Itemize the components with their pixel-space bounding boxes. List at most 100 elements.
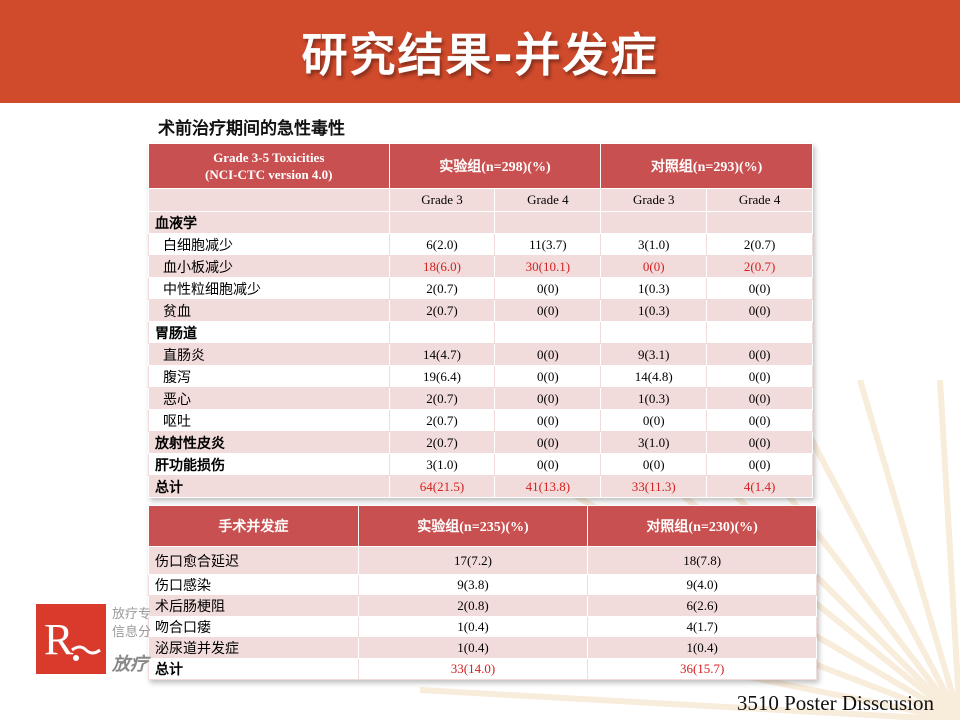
group2-header: 对照组(n=293)(%) <box>600 143 813 189</box>
table-row: 伤口愈合延迟 17(7.2) 18(7.8) <box>148 546 817 575</box>
cell-value <box>600 321 708 344</box>
cell-value: 1(0.4) <box>357 616 589 638</box>
logo-icon: R <box>44 615 101 664</box>
table-row: 血液学 <box>148 211 813 234</box>
cell-value: 19(6.4) <box>388 365 496 388</box>
table-row: 吻合口瘘 1(0.4) 4(1.7) <box>148 616 817 638</box>
cell-value: 17(7.2) <box>357 546 589 575</box>
cell-value: 0(0) <box>494 431 602 454</box>
svg-text:R: R <box>44 615 74 664</box>
table-row: 血小板减少 18(6.0) 30(10.1) 0(0) 2(0.7) <box>148 255 813 278</box>
grade-header-blank <box>148 188 390 212</box>
cell-value: 0(0) <box>706 409 813 432</box>
cell-value: 14(4.7) <box>388 343 496 366</box>
table-row: 呕吐 2(0.7) 0(0) 0(0) 0(0) <box>148 409 813 432</box>
toxicity-table-body: 血液学 白细胞减少 6(2.0) 11(3.7) 3(1.0) 2(0.7) 血小板减少 18… <box>148 211 813 498</box>
cell-value: 0(0) <box>706 431 813 454</box>
table-row: 肝功能损伤 3(1.0) 0(0) 0(0) 0(0) <box>148 453 813 476</box>
group1-header: 实验组(n=298)(%) <box>388 143 602 189</box>
cell-value: 9(3.8) <box>357 574 589 596</box>
cell-value: 18(7.8) <box>587 546 817 575</box>
cell-value: 9(4.0) <box>587 574 817 596</box>
cell-value: 0(0) <box>600 255 708 278</box>
grade-header: Grade 4 <box>494 188 602 212</box>
table-row: 伤口感染 9(3.8) 9(4.0) <box>148 574 817 596</box>
cell-value: 36(15.7) <box>587 658 817 680</box>
row-label: 胃肠道 <box>148 321 390 344</box>
cell-value: 6(2.6) <box>587 595 817 617</box>
row-label: 呕吐 <box>148 409 390 432</box>
cell-value <box>706 321 813 344</box>
cell-value: 2(0.7) <box>388 299 496 322</box>
cell-value: 30(10.1) <box>494 255 602 278</box>
cell-value: 0(0) <box>706 343 813 366</box>
row-label: 伤口愈合延迟 <box>148 546 359 575</box>
section-subtitle: 术前治疗期间的急性毒性 <box>158 119 345 139</box>
row-label: 直肠炎 <box>148 343 390 366</box>
cell-value: 2(0.7) <box>388 387 496 410</box>
row-label: 吻合口瘘 <box>148 616 359 638</box>
cell-value: 0(0) <box>494 365 602 388</box>
row-label: 肝功能损伤 <box>148 453 390 476</box>
row-label: 总计 <box>148 475 390 498</box>
row-label: 总计 <box>148 658 359 680</box>
cell-value: 0(0) <box>600 453 708 476</box>
table-row: 贫血 2(0.7) 0(0) 1(0.3) 0(0) <box>148 299 813 322</box>
row-label: 伤口感染 <box>148 574 359 596</box>
cell-value: 0(0) <box>706 277 813 300</box>
cell-value: 0(0) <box>494 343 602 366</box>
cell-value: 4(1.7) <box>587 616 817 638</box>
cell-value: 0(0) <box>600 409 708 432</box>
grade-header: Grade 3 <box>600 188 708 212</box>
cell-value: 1(0.3) <box>600 277 708 300</box>
cell-value: 1(0.3) <box>600 387 708 410</box>
row-label: 放射性皮炎 <box>148 431 390 454</box>
cell-value: 0(0) <box>494 277 602 300</box>
grade-header: Grade 3 <box>388 188 496 212</box>
cell-value <box>706 211 813 234</box>
cell-value: 0(0) <box>706 299 813 322</box>
table-row: 术后肠梗阻 2(0.8) 6(2.6) <box>148 595 817 617</box>
cell-value <box>388 321 496 344</box>
row-label: 腹泻 <box>148 365 390 388</box>
table-row: 胃肠道 <box>148 321 813 344</box>
cell-value: 3(1.0) <box>600 431 708 454</box>
row-label: 恶心 <box>148 387 390 410</box>
cell-value: 41(13.8) <box>494 475 602 498</box>
cell-value: 6(2.0) <box>388 233 496 256</box>
cell-value: 2(0.7) <box>388 409 496 432</box>
cell-value: 0(0) <box>706 365 813 388</box>
toxicity-header-label: Grade 3-5 Toxicities (NCI-CTC version 4.… <box>148 143 390 189</box>
cell-value: 11(3.7) <box>494 233 602 256</box>
row-label: 血小板减少 <box>148 255 390 278</box>
cell-value: 0(0) <box>706 387 813 410</box>
cell-value: 4(1.4) <box>706 475 813 498</box>
surgical-table-body: 伤口愈合延迟 17(7.2) 18(7.8) 伤口感染 9(3.8) 9(4.0) 术后肠梗… <box>148 546 817 680</box>
grade-header: Grade 4 <box>706 188 813 212</box>
cell-value: 3(1.0) <box>388 453 496 476</box>
row-label: 术后肠梗阻 <box>148 595 359 617</box>
cell-value: 2(0.8) <box>357 595 589 617</box>
cell-value: 0(0) <box>494 387 602 410</box>
row-label: 白细胞减少 <box>148 233 390 256</box>
title-banner: 研究结果-并发症 <box>0 0 960 103</box>
logo-mark: R <box>36 604 106 674</box>
table-row: 直肠炎 14(4.7) 0(0) 9(3.1) 0(0) <box>148 343 813 366</box>
cell-value: 33(11.3) <box>600 475 708 498</box>
table-row: 总计 33(14.0) 36(15.7) <box>148 658 817 680</box>
cell-value: 2(0.7) <box>388 277 496 300</box>
cell-value: 2(0.7) <box>706 255 813 278</box>
table-row: 总计 64(21.5) 41(13.8) 33(11.3) 4(1.4) <box>148 475 813 498</box>
cell-value: 1(0.4) <box>587 637 817 659</box>
cell-value: 0(0) <box>494 453 602 476</box>
cell-value <box>494 321 602 344</box>
cell-value: 1(0.4) <box>357 637 589 659</box>
table-row: 泌尿道并发症 1(0.4) 1(0.4) <box>148 637 817 659</box>
table-row: 恶心 2(0.7) 0(0) 1(0.3) 0(0) <box>148 387 813 410</box>
cell-value: 64(21.5) <box>388 475 496 498</box>
cell-value: 0(0) <box>706 453 813 476</box>
logo-text-brand: 放疗 <box>112 654 148 675</box>
row-label: 贫血 <box>148 299 390 322</box>
cell-value: 14(4.8) <box>600 365 708 388</box>
surgical-complications-table: 手术并发症 实验组(n=235)(%) 对照组(n=230)(%) 伤口愈合延迟… <box>148 505 817 680</box>
